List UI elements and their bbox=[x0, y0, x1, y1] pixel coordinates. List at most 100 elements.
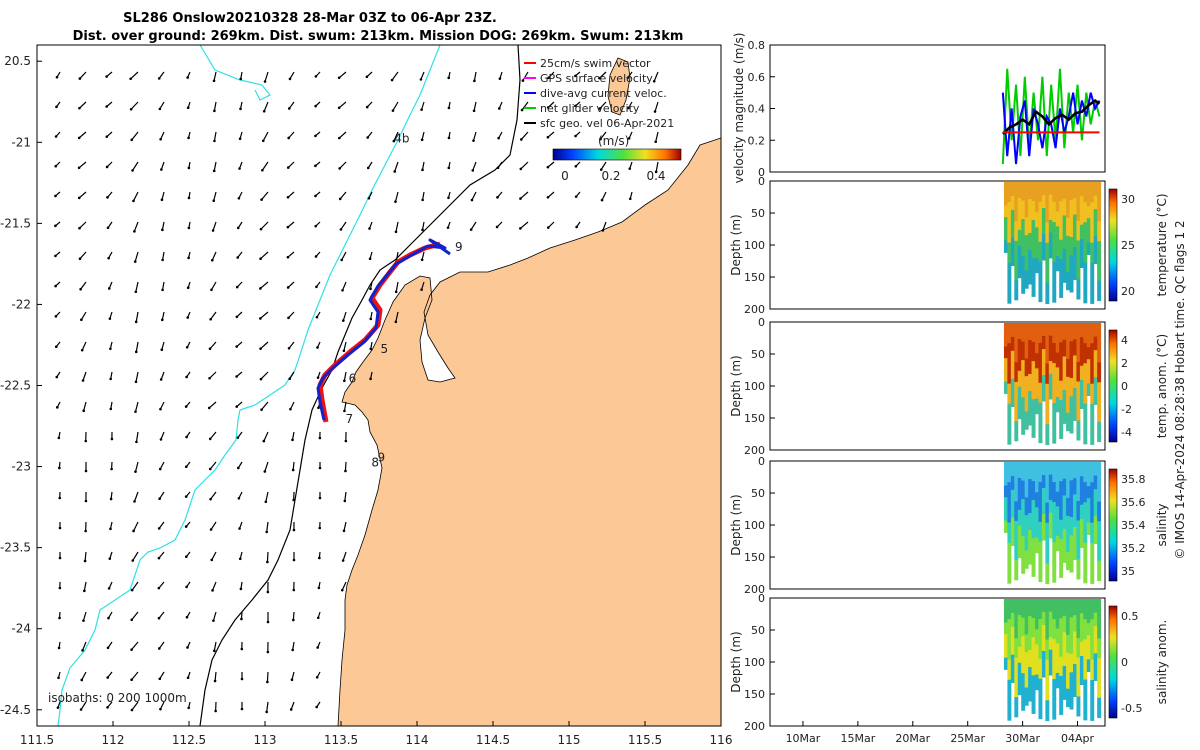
section-ytick-label: 200 bbox=[744, 303, 765, 316]
section-cell bbox=[1028, 357, 1033, 375]
current-arrow-head bbox=[186, 106, 190, 110]
current-arrow-head bbox=[394, 200, 397, 203]
section-cell bbox=[1031, 637, 1036, 657]
current-arrow-head bbox=[342, 529, 346, 533]
legend-sfc-geo-label: sfc geo. vel 06-Apr-2021 bbox=[540, 117, 674, 130]
section-cell bbox=[1066, 412, 1071, 432]
current-arrow bbox=[81, 671, 87, 681]
current-arrow bbox=[420, 71, 425, 80]
current-arrow bbox=[213, 641, 217, 651]
section-cell bbox=[1086, 599, 1091, 612]
section-cell bbox=[1062, 682, 1067, 700]
section-cell bbox=[1059, 618, 1064, 638]
current-arrow bbox=[213, 71, 217, 81]
section-cell bbox=[1062, 215, 1067, 233]
isobath-200m bbox=[199, 45, 521, 726]
section-cell bbox=[1093, 489, 1098, 504]
day-label: 8 bbox=[371, 456, 379, 470]
section-cell bbox=[1066, 340, 1071, 360]
section-cell bbox=[1069, 599, 1074, 618]
section-cell bbox=[1083, 403, 1088, 425]
current-arrow-head bbox=[237, 196, 241, 200]
section-cell bbox=[1072, 230, 1077, 248]
current-arrow-head bbox=[238, 167, 241, 170]
current-arrow-head bbox=[107, 587, 111, 590]
section-cell bbox=[1003, 334, 1008, 347]
section-cell bbox=[1045, 563, 1050, 585]
section-cell bbox=[1086, 659, 1091, 672]
section-cell bbox=[1090, 619, 1095, 640]
section-cell bbox=[1086, 486, 1091, 499]
section-cell bbox=[1090, 202, 1095, 223]
section-cell bbox=[1014, 182, 1019, 203]
section-cell bbox=[1069, 255, 1074, 275]
current-arrow-head bbox=[187, 226, 191, 230]
section-cell bbox=[1010, 640, 1015, 656]
current-arrow-head bbox=[80, 678, 84, 682]
section-cell bbox=[1010, 223, 1015, 239]
section-ytick-label: 100 bbox=[744, 239, 765, 252]
current-arrow bbox=[473, 101, 477, 111]
section-cell bbox=[1017, 509, 1022, 527]
current-arrow-head bbox=[394, 230, 398, 234]
section-cell bbox=[1079, 504, 1084, 520]
section-cell bbox=[1093, 462, 1098, 477]
section-cell bbox=[1021, 599, 1026, 619]
current-arrow-head bbox=[58, 616, 61, 620]
section-cbar-tick: 35.4 bbox=[1121, 519, 1146, 532]
section-cell bbox=[1069, 396, 1074, 416]
current-arrow-head bbox=[237, 466, 240, 470]
section-cell bbox=[1024, 235, 1029, 254]
section-cell bbox=[1090, 262, 1095, 284]
section-cell bbox=[1028, 233, 1033, 251]
section-cell bbox=[1017, 614, 1022, 632]
current-arrow-head bbox=[259, 227, 263, 231]
section-cell bbox=[1048, 245, 1053, 259]
current-arrow-head bbox=[365, 75, 369, 79]
section-cell bbox=[1038, 221, 1043, 243]
current-arrow-head bbox=[213, 109, 216, 113]
current-arrow-head bbox=[316, 646, 319, 649]
current-arrow-head bbox=[266, 560, 269, 564]
section-cell bbox=[1048, 335, 1053, 349]
section-cell bbox=[1028, 340, 1033, 358]
section-cell bbox=[1069, 200, 1074, 220]
section-cell bbox=[1045, 202, 1050, 224]
current-arrow bbox=[210, 281, 217, 291]
current-arrow bbox=[473, 71, 477, 81]
section-cell bbox=[1097, 342, 1102, 364]
day-label: 4b bbox=[394, 131, 409, 145]
current-arrow bbox=[209, 341, 217, 350]
section-cell bbox=[1045, 283, 1050, 305]
section-cbar-tick: 35.8 bbox=[1121, 473, 1146, 486]
section-cell bbox=[1076, 618, 1081, 639]
section-cell bbox=[1066, 551, 1071, 571]
section-cell bbox=[1093, 475, 1098, 490]
current-arrow-head bbox=[520, 138, 523, 141]
section-cell bbox=[1038, 201, 1043, 223]
section-cell bbox=[1083, 383, 1088, 405]
section-cell bbox=[1090, 659, 1095, 681]
current-arrow bbox=[392, 101, 399, 111]
current-arrow-head bbox=[316, 346, 319, 349]
current-arrow-head bbox=[519, 227, 522, 230]
section-cell bbox=[1079, 655, 1084, 671]
current-arrow bbox=[291, 431, 295, 440]
section-cell bbox=[1059, 481, 1064, 501]
section-cell bbox=[1076, 381, 1081, 402]
section-cell bbox=[1093, 666, 1098, 681]
current-arrow-head bbox=[54, 224, 57, 228]
current-arrow-head bbox=[498, 77, 502, 80]
current-arrow bbox=[134, 461, 139, 472]
section-cell bbox=[1041, 475, 1046, 489]
section-cell bbox=[1093, 182, 1098, 197]
section-cell bbox=[1038, 241, 1043, 263]
section-cell bbox=[1083, 679, 1088, 701]
section-cell bbox=[1062, 512, 1067, 530]
current-arrow-head bbox=[157, 527, 161, 530]
section-cell bbox=[1066, 235, 1071, 255]
current-arrow-head bbox=[157, 77, 161, 80]
section-cell bbox=[1059, 323, 1064, 343]
section-cell bbox=[1048, 182, 1053, 196]
current-arrow-head bbox=[286, 255, 290, 259]
